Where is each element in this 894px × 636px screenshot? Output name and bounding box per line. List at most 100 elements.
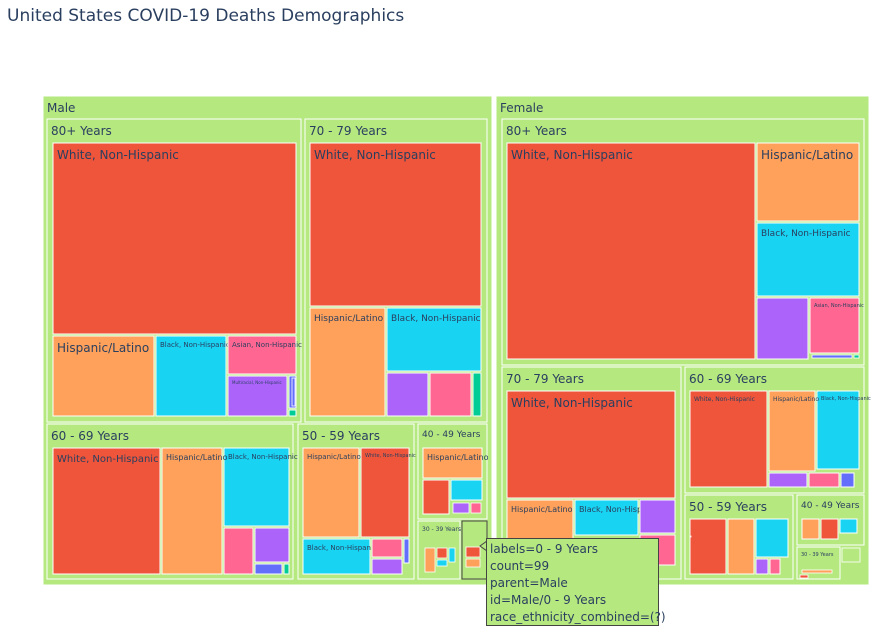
treemap-rect[interactable] xyxy=(450,479,483,501)
treemap-tile-female-50-59-years-hispanic-latino[interactable] xyxy=(727,518,755,575)
treemap-rect[interactable] xyxy=(155,335,227,417)
treemap-tile-female-50-59-years-black-non-hispanic[interactable] xyxy=(755,518,789,558)
treemap-rect[interactable] xyxy=(161,447,223,575)
treemap-tile-female-60-69-years-white-non-hispanic[interactable]: White, Non-Hispanic xyxy=(689,390,768,488)
treemap-tile-female-50-59-years-multiracial-non-hispanic[interactable] xyxy=(755,558,769,575)
treemap-tile-male-60-69-years-white-non-hispanic[interactable]: White, Non-Hispanic xyxy=(52,447,161,575)
treemap-tile-female-80-years-white-non-hispanic[interactable]: White, Non-Hispanic xyxy=(506,142,756,360)
treemap-tile-female-40-49-years-black-non-hispanic[interactable] xyxy=(839,518,858,534)
treemap-tile-male-40-49-years-white-non-hispanic[interactable] xyxy=(422,479,450,515)
treemap-micro-tile[interactable] xyxy=(799,574,809,579)
treemap-rect[interactable] xyxy=(227,335,297,375)
treemap-tile-male-60-69-years-hispanic-latino[interactable]: Hispanic/Latino xyxy=(161,447,228,575)
treemap-tile-female-60-69-years-hispanic-latino[interactable]: Hispanic/Latino xyxy=(768,390,819,472)
treemap-micro-tile[interactable] xyxy=(470,502,482,514)
treemap-micro-tile[interactable] xyxy=(465,546,481,558)
treemap-micro-tile[interactable] xyxy=(689,535,692,538)
treemap-tile-female-70-79-years-multiracial-non-hispanic[interactable] xyxy=(639,499,676,534)
treemap-micro-tile[interactable] xyxy=(841,547,861,563)
treemap-micro-tile[interactable] xyxy=(436,547,448,559)
treemap-rect[interactable] xyxy=(422,447,483,479)
treemap-tile-female-60-69-years-black-non-hispanic[interactable]: Black, Non-Hispanic xyxy=(816,390,871,470)
treemap-rect[interactable] xyxy=(223,447,290,527)
treemap-tile-male-80-years-white-non-hispanic[interactable]: White, Non-Hispanic xyxy=(52,142,297,335)
treemap-rect[interactable] xyxy=(768,472,808,488)
treemap-tile-male-60-69-years-black-non-hispanic[interactable]: Black, Non-Hispanic xyxy=(223,447,298,527)
treemap-tile-male-50-59-years-black-non-hispanic[interactable]: Black, Non-Hispanic xyxy=(302,538,377,575)
treemap-micro-tile[interactable] xyxy=(801,569,833,574)
treemap-rect[interactable] xyxy=(52,447,161,575)
treemap-rect[interactable] xyxy=(254,527,290,563)
treemap-rect[interactable] xyxy=(755,518,789,558)
treemap-rect[interactable] xyxy=(506,142,756,360)
treemap-tile-male-50-59-years-hispanic-latino[interactable]: Hispanic/Latino xyxy=(302,447,361,538)
treemap-tile-female-80-years-black-non-hispanic[interactable]: Black, Non-Hispanic xyxy=(756,222,860,297)
treemap-tile-male-80-years-hispanic-latino[interactable]: Hispanic/Latino xyxy=(52,335,155,417)
treemap-tile-female-40-49-years-hispanic-latino[interactable] xyxy=(801,518,820,540)
treemap-age-female-30-39-years[interactable]: 30 - 39 Years xyxy=(796,546,841,580)
treemap-tile-male-40-49-years-hispanic-latino[interactable]: Hispanic/Latino xyxy=(422,447,489,479)
treemap-micro-tile[interactable] xyxy=(291,377,296,407)
treemap-micro-tile[interactable] xyxy=(448,547,456,563)
treemap-tile-female-70-79-years-black-non-hispanic[interactable]: Black, Non-Hispanic xyxy=(574,499,659,536)
treemap-rect[interactable] xyxy=(816,390,860,470)
treemap-tile-male-70-79-years-native-hawaiian-pacific-islander-non-hispanic[interactable] xyxy=(472,372,482,417)
treemap-rect[interactable] xyxy=(371,558,403,575)
treemap-rect[interactable] xyxy=(769,558,781,575)
treemap-tile-male-50-59-years-multiracial-non-hispanic[interactable] xyxy=(371,558,403,575)
treemap-tile-female-80-years-hispanic-latino[interactable]: Hispanic/Latino xyxy=(756,142,860,222)
treemap-rect[interactable] xyxy=(371,538,403,558)
treemap-tile-male-50-59-years-american-indian-alaska-native-non-hispanic[interactable] xyxy=(403,538,410,564)
treemap-micro-tile[interactable] xyxy=(424,547,436,573)
treemap-rect[interactable] xyxy=(689,518,727,575)
treemap-rect[interactable] xyxy=(429,372,472,417)
treemap-tile-male-70-79-years-black-non-hispanic[interactable]: Black, Non-Hispanic xyxy=(386,307,482,372)
treemap-tile-female-60-69-years-asian-non-hispanic[interactable] xyxy=(808,472,840,488)
treemap-tile-female-70-79-years-white-non-hispanic[interactable]: White, Non-Hispanic xyxy=(506,390,676,499)
treemap-tile-male-60-69-years-native-hawaiian-pacific-islander-non-hispanic[interactable] xyxy=(283,563,290,575)
treemap-rect[interactable] xyxy=(472,372,482,417)
treemap-rect[interactable] xyxy=(52,335,155,417)
treemap-rect[interactable] xyxy=(727,518,755,575)
treemap-rect[interactable] xyxy=(840,472,855,488)
treemap-tile-female-40-49-years-white-non-hispanic[interactable] xyxy=(820,518,839,540)
treemap-rect[interactable] xyxy=(422,479,450,515)
treemap-rect[interactable] xyxy=(796,546,841,580)
treemap-tile-male-70-79-years-multiracial-non-hispanic[interactable] xyxy=(386,372,429,417)
treemap-rect[interactable] xyxy=(809,297,860,354)
treemap-rect[interactable] xyxy=(756,142,860,222)
treemap-micro-tile[interactable] xyxy=(452,502,470,514)
treemap-rect[interactable] xyxy=(302,447,360,538)
treemap-rect[interactable] xyxy=(755,558,769,575)
treemap-rect[interactable] xyxy=(574,499,639,536)
treemap-tile-female-80-years-multiracial-non-hispanic[interactable] xyxy=(756,297,809,360)
treemap-rect[interactable] xyxy=(227,375,288,417)
treemap-rect[interactable] xyxy=(386,372,429,417)
treemap-rect[interactable] xyxy=(302,538,371,575)
treemap-tile-male-50-59-years-asian-non-hispanic[interactable] xyxy=(371,538,403,558)
treemap-rect[interactable] xyxy=(689,390,768,488)
treemap-rect[interactable] xyxy=(283,563,290,575)
treemap-rect[interactable] xyxy=(820,518,839,540)
treemap-tile-male-80-years-multiracial-non-hispanic[interactable]: Multiracial, Non-Hispanic xyxy=(227,375,288,417)
treemap-rect[interactable] xyxy=(254,563,283,575)
treemap-rect[interactable] xyxy=(639,499,676,534)
treemap-tile-male-80-years-native-hawaiian-pacific-islander-non-hispanic[interactable] xyxy=(288,409,297,417)
treemap-tile-male-60-69-years-asian-non-hispanic[interactable] xyxy=(223,527,254,575)
treemap-rect[interactable] xyxy=(386,307,482,372)
treemap-tile-male-60-69-years-american-indian-alaska-native-non-hispanic[interactable] xyxy=(254,563,283,575)
treemap-rect[interactable] xyxy=(756,222,860,297)
treemap-tile-male-50-59-years-white-non-hispanic[interactable]: White, Non-Hispanic xyxy=(360,447,416,538)
treemap-rect[interactable] xyxy=(839,518,858,534)
treemap-tile-male-80-years-black-non-hispanic[interactable]: Black, Non-Hispanic xyxy=(155,335,230,417)
treemap-rect[interactable] xyxy=(768,390,816,472)
treemap-tile-male-40-49-years-black-non-hispanic[interactable] xyxy=(450,479,483,501)
treemap-rect[interactable] xyxy=(288,409,297,417)
treemap-rect[interactable] xyxy=(309,307,386,417)
treemap-rect[interactable] xyxy=(506,390,676,499)
treemap-micro-tile[interactable] xyxy=(811,354,853,359)
treemap-tile-male-70-79-years-asian-non-hispanic[interactable] xyxy=(429,372,472,417)
treemap-micro-tile[interactable] xyxy=(465,558,481,568)
treemap-rect[interactable] xyxy=(756,297,809,360)
treemap-tile-female-60-69-years-multiracial-non-hispanic[interactable] xyxy=(768,472,808,488)
